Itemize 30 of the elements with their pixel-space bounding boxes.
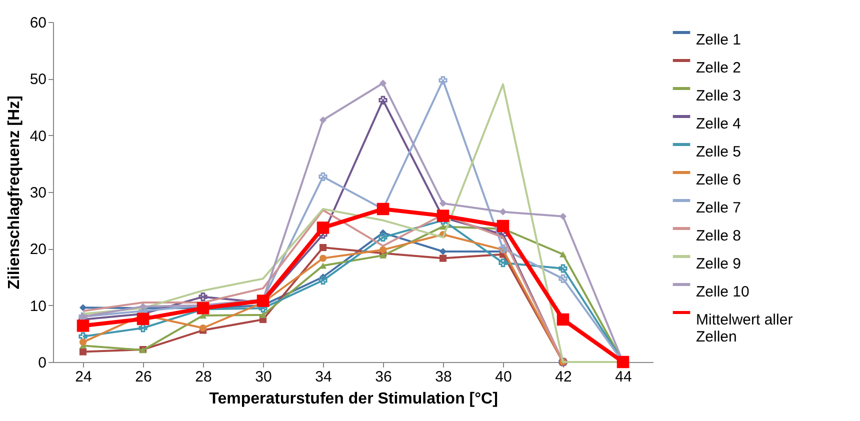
x-tick-label: 42 (555, 368, 572, 386)
x-tick-label: 38 (435, 368, 452, 386)
legend-label: Zelle 5 (696, 144, 742, 160)
legend-label: Zelle 2 (696, 60, 742, 76)
legend-label: Mittelwert aller Zellen (696, 312, 793, 346)
x-axis-title: Temperaturstufen der Stimulation [°C] (209, 390, 498, 408)
x-tick-label: 30 (255, 368, 272, 386)
y-tick-label: 30 (30, 184, 46, 202)
y-tick-label: 40 (30, 128, 46, 145)
x-tick-label: 24 (75, 368, 92, 386)
y-tick-label: 60 (30, 14, 46, 32)
x-tick-label: 28 (195, 368, 212, 386)
legend-label: Zelle 6 (696, 172, 742, 188)
y-tick-label: 10 (30, 298, 46, 315)
y-tick-label: 0 (38, 354, 46, 372)
x-tick-label: 36 (375, 368, 392, 386)
legend-label: Zelle 8 (696, 228, 742, 244)
y-tick-label: 20 (30, 241, 46, 258)
x-tick-label: 40 (495, 368, 512, 386)
x-tick-label: 26 (135, 368, 152, 386)
legend-label: Zelle 3 (696, 88, 742, 104)
x-tick-label: 44 (615, 368, 632, 386)
legend-label: Zelle 9 (696, 256, 742, 272)
x-tick-label: 34 (315, 368, 332, 386)
legend-label: Zelle 10 (696, 284, 750, 300)
legend-label: Zelle 1 (696, 32, 742, 48)
legend-label: Zelle 7 (696, 200, 742, 216)
y-tick-label: 50 (30, 71, 46, 88)
y-axis-title: Zilienschlagfrequenz [Hz] (6, 96, 23, 290)
legend-label: Zelle 4 (696, 116, 742, 132)
